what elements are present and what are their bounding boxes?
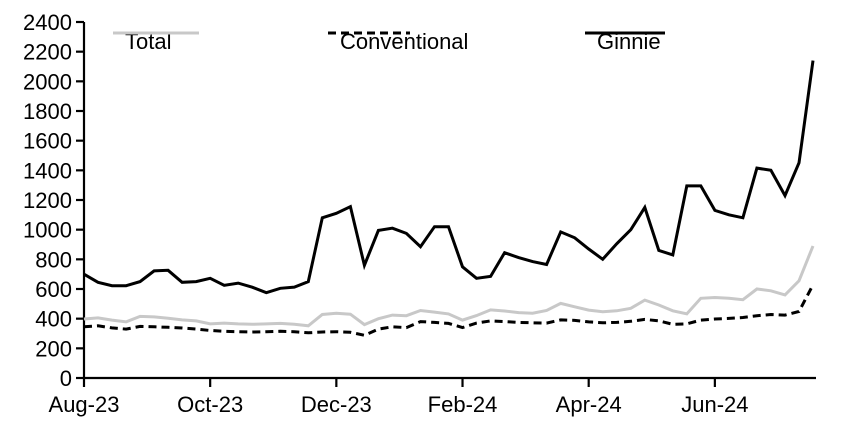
x-axis-tick-label: Aug-23 <box>49 392 120 417</box>
x-axis-tick-label: Feb-24 <box>428 392 498 417</box>
total-series-line <box>83 245 815 328</box>
y-axis-tick-label: 1000 <box>23 218 72 243</box>
y-axis-tick-label: 800 <box>35 247 72 272</box>
y-axis-tick-label: 1200 <box>23 188 72 213</box>
y-axis-tick-label: 2200 <box>23 40 72 65</box>
y-axis-tick-label: 1400 <box>23 158 72 183</box>
y-axis-tick-label: 600 <box>35 277 72 302</box>
y-axis-tick-label: 0 <box>60 366 72 391</box>
ginnie-series-line <box>83 60 815 295</box>
y-axis-tick-label: 2000 <box>23 69 72 94</box>
x-axis-tick-label: Apr-24 <box>556 392 622 417</box>
conventional-series-line <box>83 284 815 337</box>
y-axis-tick-label: 400 <box>35 307 72 332</box>
x-axis-tick-label: Dec-23 <box>301 392 372 417</box>
y-axis-tick-label: 2400 <box>23 10 72 35</box>
y-axis-tick-label: 1600 <box>23 129 72 154</box>
x-axis-tick-label: Jun-24 <box>681 392 748 417</box>
x-axis-tick-label: Oct-23 <box>177 392 243 417</box>
y-axis-tick-label: 200 <box>35 336 72 361</box>
y-axis-tick-label: 1800 <box>23 99 72 124</box>
